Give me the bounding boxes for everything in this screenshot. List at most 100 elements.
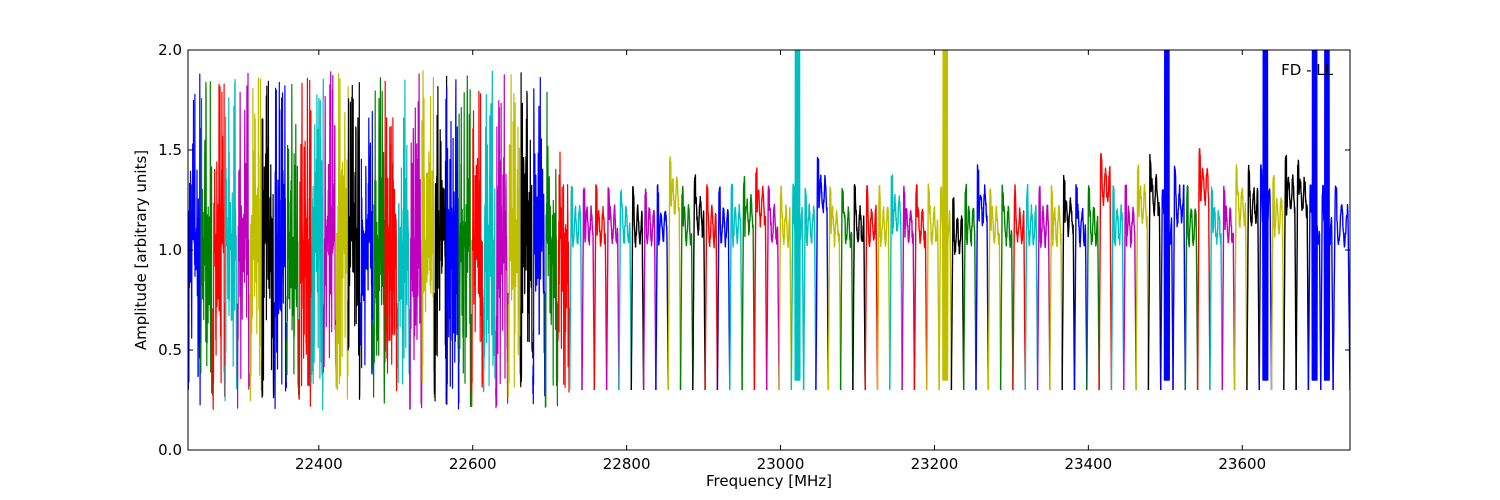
series-line [926,183,940,391]
series-line [901,185,916,391]
series-line [544,91,559,408]
series-line [1332,185,1350,391]
series-line [298,77,312,407]
series-line [1221,185,1236,391]
series-line [1270,174,1285,391]
series-line [581,187,595,391]
series-line [359,110,374,375]
series-line [889,174,903,391]
series-line [876,184,891,391]
series-line [593,184,608,391]
series-line [1295,159,1310,391]
series-line [704,184,719,391]
series-line [532,76,546,405]
series-line [790,50,805,391]
y-tick-label: 1.5 [158,141,182,159]
series-line [963,183,977,391]
series-line [1012,184,1027,391]
x-tick-label: 23600 [1218,455,1266,473]
series-line [815,156,829,391]
series-line [1196,147,1211,391]
series-line [975,164,989,391]
series-line [729,183,743,391]
series-line [433,75,448,405]
series-line [741,175,756,391]
series-line [1110,185,1125,391]
series-line [1233,163,1248,391]
series-line [261,80,275,399]
series-line [372,77,386,404]
series-line [1246,164,1260,391]
series-line [802,187,817,391]
series-line [1086,185,1100,391]
series-line [322,71,337,373]
series-line [950,197,965,391]
series-line [827,186,842,391]
y-tick-label: 0.5 [158,341,182,359]
series-line [999,184,1014,391]
series-line [938,50,953,391]
series-layer [188,50,1350,411]
y-axis-ticks: 0.0 0.5 1.0 1.5 2.0 [158,41,1350,459]
series-line [1147,153,1162,391]
series-line [470,90,485,408]
series-line [1073,184,1088,391]
series-line [482,70,497,397]
x-tick-label: 23400 [1064,455,1112,473]
series-line [212,83,226,410]
series-line [1098,152,1113,391]
series-line [1061,174,1076,391]
series-line [987,188,1002,391]
series-line [249,77,263,402]
series-line [864,184,879,391]
series-line [188,73,201,406]
series-line [1049,185,1063,391]
series-line [642,188,657,391]
series-line [630,185,645,391]
plot-annotation: FD - LL [1281,61,1333,79]
y-tick-label: 2.0 [158,41,182,59]
x-axis-title: Frequency [MHz] [706,472,832,490]
series-line [1172,165,1187,391]
y-axis-title: Amplitude [arbitrary units] [132,150,150,350]
series-line [852,184,866,391]
y-tick-label: 1.0 [158,241,182,259]
series-line [458,75,472,408]
y-tick-label: 0.0 [158,441,182,459]
x-tick-label: 23200 [911,455,959,473]
x-tick-label: 22600 [449,455,497,473]
series-line [753,167,768,391]
series-line [1123,184,1137,391]
series-line [1135,164,1150,391]
x-tick-label: 23000 [757,455,805,473]
series-line [618,189,632,391]
series-line [409,73,423,410]
series-line [1024,183,1039,391]
series-line [1320,50,1334,391]
series-line [778,185,792,391]
series-line [667,156,682,391]
series-line [1283,154,1297,391]
series-line [605,187,620,391]
series-line [446,79,460,410]
x-tick-label: 22800 [603,455,651,473]
series-line [692,174,706,391]
series-line [199,81,214,396]
series-line [224,78,238,402]
series-line [347,82,361,400]
series-line [1184,185,1199,391]
series-line [273,81,288,410]
series-line [1209,186,1224,391]
x-axis-ticks: 22400 22600 22800 23000 23200 23400 23600 [295,50,1266,473]
series-line [766,185,780,391]
series-line [236,72,251,409]
series-line [716,186,731,391]
series-line [655,184,669,391]
x-tick-label: 22400 [295,455,343,473]
series-line [1036,185,1051,391]
series-line [556,151,571,393]
series-line [1159,50,1174,391]
series-line [507,74,522,398]
series-line [679,185,694,391]
